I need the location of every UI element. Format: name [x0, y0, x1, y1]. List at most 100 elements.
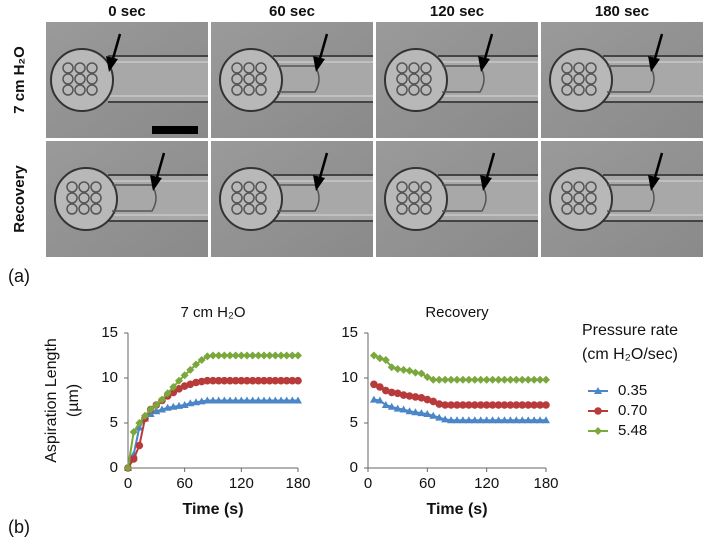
granule — [561, 181, 573, 193]
granule — [74, 62, 86, 74]
marker — [512, 401, 521, 409]
marker — [248, 396, 257, 404]
micrograph — [46, 22, 208, 138]
marker — [243, 376, 251, 385]
granule — [66, 181, 78, 193]
marker — [393, 404, 402, 412]
arrow-shaft — [317, 152, 329, 182]
pipette — [273, 56, 373, 102]
granule — [573, 84, 585, 96]
granule — [90, 203, 102, 215]
marker — [423, 373, 432, 382]
pipette — [273, 175, 373, 221]
marker — [524, 416, 533, 424]
marker — [387, 363, 396, 372]
marker — [203, 396, 212, 404]
marker — [248, 376, 257, 385]
granule — [255, 181, 267, 193]
marker — [175, 401, 183, 409]
arrow-shaft — [652, 33, 664, 63]
marker — [146, 405, 155, 414]
micrograph — [46, 141, 208, 257]
marker — [186, 399, 195, 407]
granule — [408, 73, 420, 85]
granule — [86, 73, 98, 85]
marker — [399, 405, 408, 413]
x-tick-label: 120 — [229, 475, 254, 492]
marker — [494, 375, 503, 384]
marker — [197, 377, 206, 386]
marker — [447, 401, 455, 409]
column-label: 180 sec — [595, 3, 649, 20]
marker — [369, 395, 378, 403]
granule — [408, 181, 420, 193]
micrograph — [211, 141, 373, 257]
arrow-shaft — [482, 33, 494, 63]
granule — [231, 203, 243, 215]
cell — [384, 48, 448, 112]
marker — [417, 409, 426, 417]
marker — [231, 376, 240, 385]
marker — [441, 401, 449, 409]
marker — [277, 376, 285, 385]
granule — [561, 62, 573, 74]
granule — [243, 84, 255, 96]
x-axis-label: Time (s) — [426, 501, 487, 518]
x-tick-label: 60 — [419, 475, 436, 492]
marker — [220, 396, 229, 404]
marker — [524, 375, 533, 384]
granule — [90, 181, 102, 193]
marker — [226, 376, 234, 385]
marker — [423, 410, 432, 417]
marker — [500, 401, 509, 409]
granule — [86, 62, 98, 74]
marker — [277, 351, 285, 360]
row-label: 7 cm H₂O — [11, 46, 28, 114]
granule — [420, 192, 432, 204]
granule — [585, 203, 597, 215]
marker — [536, 375, 545, 384]
granule — [66, 203, 78, 215]
cell — [549, 48, 613, 112]
granule — [573, 203, 585, 215]
marker — [282, 351, 291, 360]
granule — [255, 203, 267, 215]
y-axis-label: (µm) — [65, 384, 82, 417]
granule — [573, 73, 585, 85]
granule — [78, 181, 90, 193]
marker — [214, 376, 223, 385]
marker — [271, 376, 280, 385]
granule — [255, 62, 267, 74]
marker — [464, 375, 473, 384]
marker — [381, 356, 390, 364]
granule — [243, 181, 255, 193]
marker — [441, 375, 450, 384]
marker — [488, 401, 497, 409]
marker — [158, 395, 166, 404]
granule — [561, 192, 573, 204]
marker — [277, 396, 285, 404]
granule — [396, 181, 408, 193]
granule — [561, 84, 573, 96]
granule — [585, 73, 597, 85]
marker — [530, 375, 539, 384]
cell — [549, 167, 613, 231]
arrow-head — [478, 56, 490, 72]
arrow-head — [648, 56, 660, 72]
marker — [141, 411, 149, 420]
marker — [243, 351, 251, 360]
marker — [163, 403, 172, 411]
marker — [405, 392, 414, 400]
marker — [594, 427, 602, 435]
marker — [197, 356, 206, 364]
granule — [396, 203, 408, 215]
cell — [54, 167, 118, 231]
granule — [66, 192, 78, 204]
arrow-shaft — [154, 152, 166, 182]
scale-bar — [152, 126, 198, 134]
granule — [243, 73, 255, 85]
granule — [573, 192, 585, 204]
granule — [231, 73, 243, 85]
marker — [192, 378, 200, 387]
marker — [465, 401, 473, 409]
